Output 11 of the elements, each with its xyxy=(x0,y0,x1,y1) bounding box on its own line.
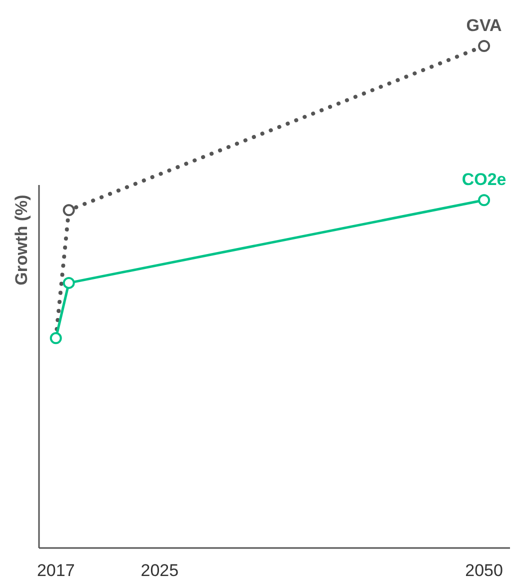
y-axis-title: Growth (%) xyxy=(12,194,31,286)
point xyxy=(478,40,490,52)
x-tick-label: 2017 xyxy=(36,561,75,580)
series-label: CO2e xyxy=(462,170,506,190)
x-tick-label: 2050 xyxy=(465,561,503,580)
point xyxy=(62,204,75,216)
point xyxy=(62,276,75,289)
point xyxy=(478,194,490,206)
x-tick-label: 2025 xyxy=(140,561,179,580)
series-label: GVA xyxy=(466,16,502,35)
point xyxy=(50,332,62,344)
